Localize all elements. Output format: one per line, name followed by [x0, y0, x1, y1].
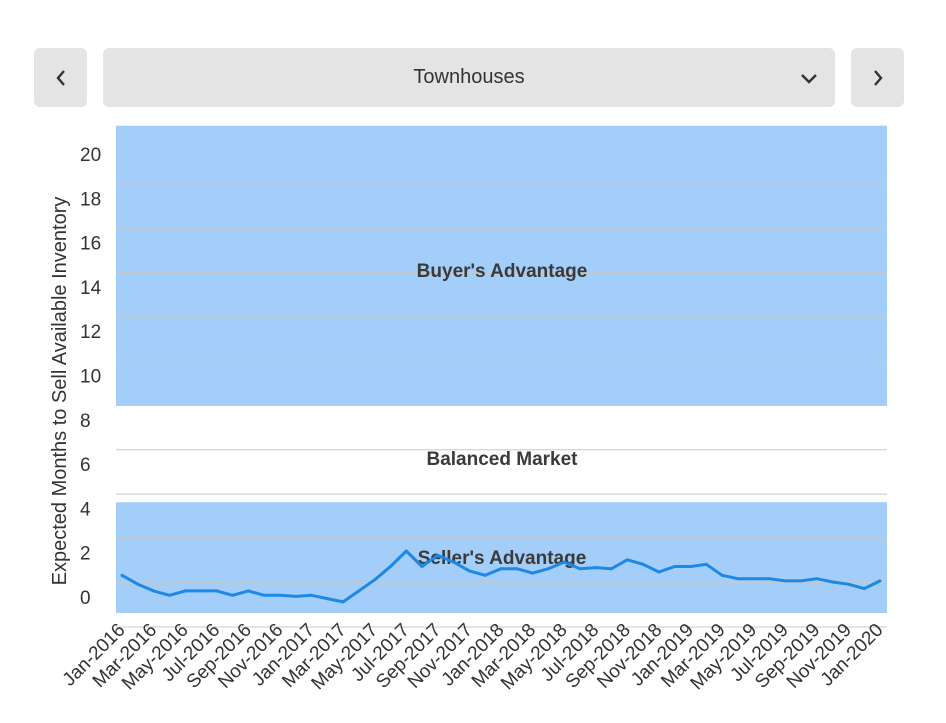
series-point: [799, 579, 803, 583]
series-point: [325, 597, 329, 601]
series-point: [594, 566, 598, 570]
series-point: [831, 580, 835, 584]
series-point: [231, 593, 235, 597]
y-axis-ticks: 0 2 4 6 8 10 12 14 16 18 20: [80, 145, 102, 609]
series-point: [783, 579, 787, 583]
chevron-left-icon: [55, 69, 65, 86]
series-point: [167, 593, 171, 597]
series-point: [152, 589, 156, 593]
series-point: [878, 579, 882, 583]
y-tick-label: 0: [80, 588, 91, 609]
zone-label: Seller's Advantage: [418, 548, 587, 569]
series-point: [689, 564, 692, 568]
gridlines: [116, 183, 887, 628]
series-point: [183, 589, 187, 593]
zone-label: Balanced Market: [426, 449, 578, 470]
y-tick-label: 6: [80, 455, 91, 476]
series-point: [531, 571, 535, 575]
series-point: [625, 558, 629, 562]
y-tick-label: 14: [80, 278, 102, 299]
series-point: [246, 589, 250, 593]
series-point: [436, 553, 440, 557]
series-point: [452, 560, 456, 564]
series-point: [420, 564, 424, 568]
zone-band-2: [116, 502, 887, 613]
series-point: [388, 564, 392, 568]
series-point: [357, 589, 361, 593]
series-point: [862, 587, 866, 591]
series-point: [610, 567, 614, 571]
property-type-value: Townhouses: [413, 66, 525, 88]
zone-band-0: [116, 125, 887, 406]
previous-button[interactable]: [34, 48, 87, 107]
market-zones: [116, 125, 887, 613]
zone-label: Buyer's Advantage: [417, 261, 588, 282]
series-point: [657, 570, 661, 574]
series-point: [404, 549, 408, 553]
y-tick-label: 16: [80, 234, 101, 255]
series-point: [120, 573, 124, 577]
series-point: [499, 567, 503, 571]
series-point: [704, 562, 708, 566]
series-point: [199, 589, 203, 593]
series-point: [341, 600, 345, 604]
series-point: [136, 582, 140, 586]
series-point: [215, 589, 219, 593]
chevron-down-icon: [801, 74, 817, 84]
series-point: [767, 577, 771, 581]
series-point: [562, 560, 566, 564]
next-button[interactable]: [851, 48, 904, 107]
series-point: [515, 567, 519, 571]
series-point: [641, 562, 645, 566]
y-tick-label: 10: [80, 367, 101, 388]
series-point: [373, 578, 377, 582]
series-point: [483, 573, 487, 577]
y-tick-label: 8: [80, 411, 91, 432]
x-axis-ticks: Jan-2016Mar-2016May-2016Jul-2016Sep-2016…: [59, 620, 888, 695]
series-point: [294, 594, 298, 598]
y-tick-label: 12: [80, 322, 101, 343]
series-point: [815, 577, 819, 581]
y-tick-label: 2: [80, 544, 91, 565]
series-point: [467, 569, 471, 573]
y-tick-label: 18: [80, 189, 101, 210]
chevron-right-icon: [873, 69, 883, 86]
series-point: [262, 593, 266, 597]
zone-labels: Buyer's Advantage Balanced Market Seller's…: [417, 261, 588, 569]
series-points: [120, 549, 882, 604]
series-point: [846, 582, 850, 586]
series-point: [278, 593, 282, 597]
series-point: [673, 564, 677, 568]
series-point: [578, 567, 582, 571]
series-point: [310, 593, 313, 597]
series-point: [720, 573, 724, 577]
y-tick-label: 4: [80, 499, 91, 520]
property-type-select[interactable]: Townhouses: [103, 48, 835, 107]
y-tick-label: 20: [80, 145, 101, 166]
series-point: [736, 577, 740, 581]
series-point: [546, 567, 550, 571]
y-axis-label: Expected Months to Sell Available Invent…: [49, 197, 71, 586]
series-point: [752, 577, 756, 581]
